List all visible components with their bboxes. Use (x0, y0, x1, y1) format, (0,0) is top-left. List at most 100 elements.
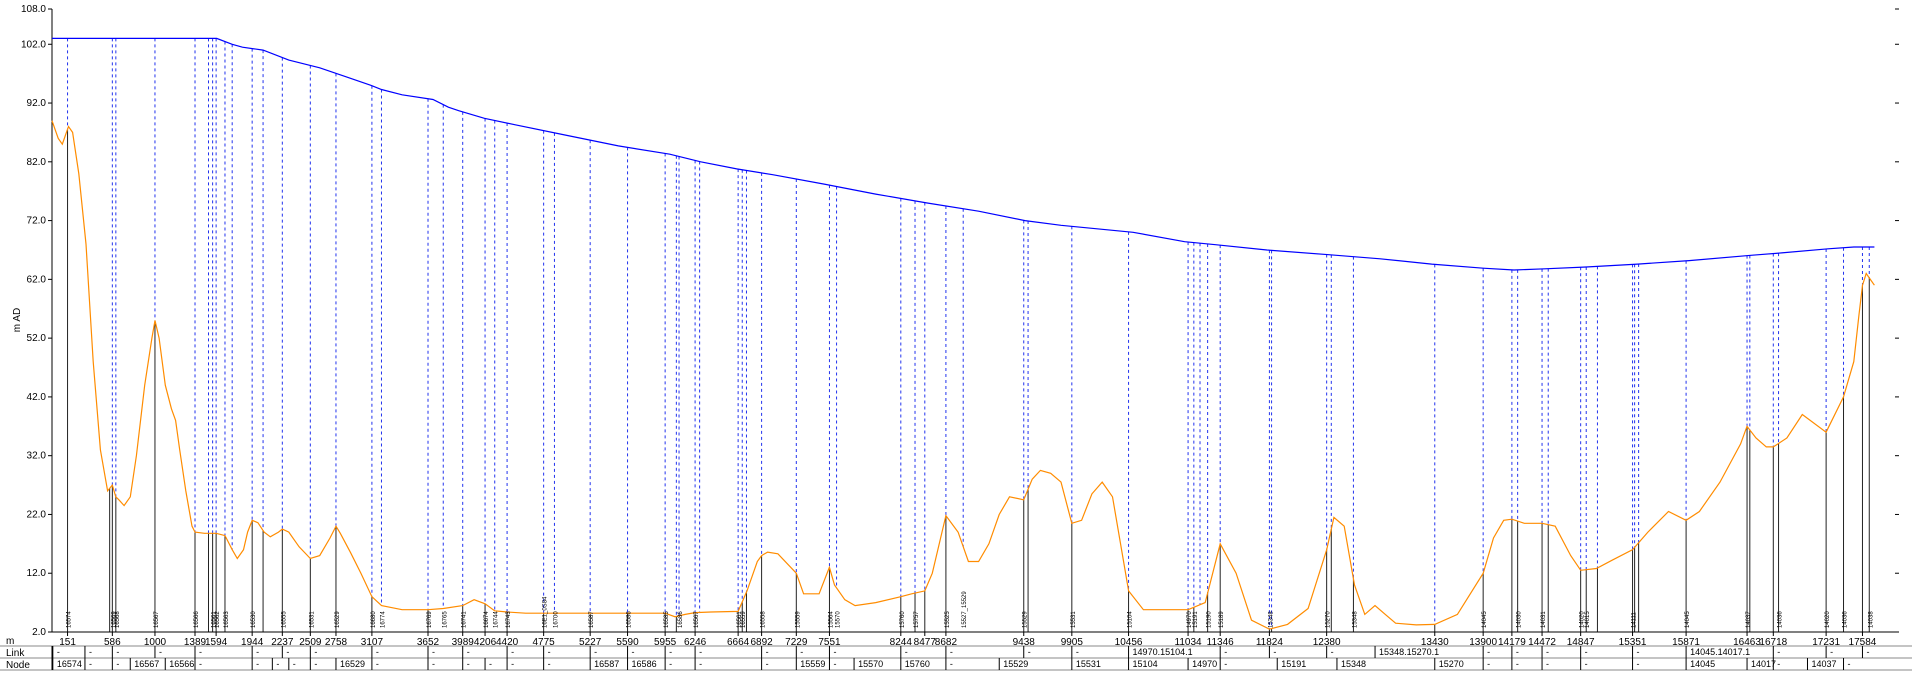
link-cell: - (766, 647, 769, 657)
table-row-header: Link (6, 648, 25, 659)
x-tick-label: 8682 (935, 637, 958, 648)
x-tick-label: 7229 (785, 637, 808, 648)
link-cell: - (950, 647, 953, 657)
ground-drop-lines (67, 129, 1870, 632)
x-tick-label: 1389 (184, 637, 207, 648)
vertical-node-label: 16769 (427, 611, 433, 628)
node-cell: - (1516, 659, 1519, 669)
x-tick-label: 11034 (1175, 637, 1203, 648)
node-cell: - (1585, 659, 1588, 669)
link-cell: - (833, 647, 836, 657)
vertical-node-label: 16567 (694, 611, 700, 628)
node-cell: 16567 (134, 659, 159, 669)
y-tick-label: 82.0 (27, 157, 47, 168)
y-tick-label: 108.0 (21, 4, 46, 15)
link-cell: - (199, 647, 202, 657)
node-cell: 15570 (858, 659, 883, 669)
y-tick-label: 32.0 (27, 451, 47, 462)
link-cell: 14045.14017.1 (1690, 647, 1750, 657)
x-tick-label: 5227 (579, 637, 602, 648)
link-cell: - (1777, 647, 1780, 657)
y-axis: 2.0 12.0 22.0 32.0 42.0 52.0 62.0 72.0 82.0 92.0 1… (21, 4, 53, 638)
vertical-node-label: 16563 (224, 611, 230, 628)
link-cell: - (1637, 647, 1640, 657)
node-cell: 16566 (169, 659, 194, 669)
vertical-node-label: 16674 (484, 611, 490, 628)
node-cell: - (293, 659, 296, 669)
y-tick-label: 22.0 (27, 509, 47, 520)
link-cell: - (314, 647, 317, 657)
node-cell: 14037 (1811, 659, 1836, 669)
y-tick-label: 92.0 (27, 98, 47, 109)
link-cell: - (159, 647, 162, 657)
vertical-node-label: 16E1_0S84 (543, 596, 549, 628)
table-row-header: Node (6, 660, 30, 671)
node-cell: 15529 (1003, 659, 1028, 669)
link-cell: 15348.15270.1 (1379, 647, 1439, 657)
link-cell: - (699, 647, 702, 657)
x-tick-label: 11346 (1207, 637, 1235, 648)
x-tick-label: 6892 (750, 637, 773, 648)
link-cell: - (1830, 647, 1833, 657)
node-cell: 16587 (594, 659, 619, 669)
y-tick-label: 72.0 (27, 216, 47, 227)
node-cell: 15104 (1133, 659, 1158, 669)
x-tick-label: 1000 (144, 637, 167, 648)
x-tick-label: 3107 (361, 637, 384, 648)
x-tick-label: 2758 (325, 637, 348, 648)
x-tick-label: 3989 (452, 637, 475, 648)
node-cell: - (1224, 659, 1227, 669)
x-tick-label: 6246 (684, 637, 707, 648)
vertical-node-label: 15564 (828, 611, 834, 628)
node-cell: - (489, 659, 492, 669)
node-cell: 14970 (1192, 659, 1217, 669)
link-cell: - (1028, 647, 1031, 657)
node-cell: 16586 (632, 659, 657, 669)
node-cell: - (116, 659, 119, 669)
vertical-node-label: 16559 (741, 611, 747, 628)
x-tick-label: 5590 (616, 637, 639, 648)
x-tick-label: 9905 (1061, 637, 1084, 648)
vertical-node-label: 16744 (494, 611, 500, 628)
link-cell: - (116, 647, 119, 657)
vertical-node-label: 15529 (1023, 611, 1029, 628)
node-cell: 15531 (1076, 659, 1101, 669)
vertical-node-label: 14031 (1541, 611, 1547, 628)
link-cell: - (1516, 647, 1519, 657)
node-cell: - (376, 659, 379, 669)
x-tick-label: 151 (59, 637, 76, 648)
node-cell: 15191 (1281, 659, 1306, 669)
vertical-node-label: 15527_15529 (962, 591, 968, 628)
x-tick-label: 586 (104, 637, 121, 648)
vertical-node-label: 14038 (1868, 611, 1874, 628)
vertical-node-label: 16566 (194, 611, 200, 628)
vertical-node-label: 15525 (945, 611, 951, 628)
node-cell: - (1777, 659, 1780, 669)
vertical-node-label: 15348 (1268, 611, 1274, 628)
x-tick-label: 17584 (1849, 637, 1877, 648)
y-tick-label: 62.0 (27, 274, 47, 285)
link-cell: 14970.15104.1 (1133, 647, 1193, 657)
x-tick-label: 15351 (1619, 637, 1647, 648)
x-tick-label: 14472 (1528, 637, 1556, 648)
x-tick-label: 16718 (1759, 637, 1787, 648)
vertical-node-label: 14036 (1778, 611, 1784, 628)
vertical-node-label: 16562 (215, 611, 221, 628)
node-cell: - (1487, 659, 1490, 669)
y-tick-label: 102.0 (21, 39, 46, 50)
node-cell: - (766, 659, 769, 669)
node-cell: - (432, 659, 435, 669)
x-tick-label: 17231 (1812, 637, 1840, 648)
vertical-node-label: 16774 (380, 611, 386, 628)
x-tick-label: 4775 (533, 637, 556, 648)
vertical-node-label: 16530 (251, 611, 257, 628)
vertical-node-label: 15104 (1128, 611, 1134, 628)
link-cell: - (1273, 647, 1276, 657)
link-cell: - (669, 647, 672, 657)
vertical-node-label: 16531 (309, 611, 315, 628)
x-tick-label: 4206 (474, 637, 497, 648)
node-cell: 14017 (1751, 659, 1776, 669)
x-tick-label: 9438 (1013, 637, 1036, 648)
